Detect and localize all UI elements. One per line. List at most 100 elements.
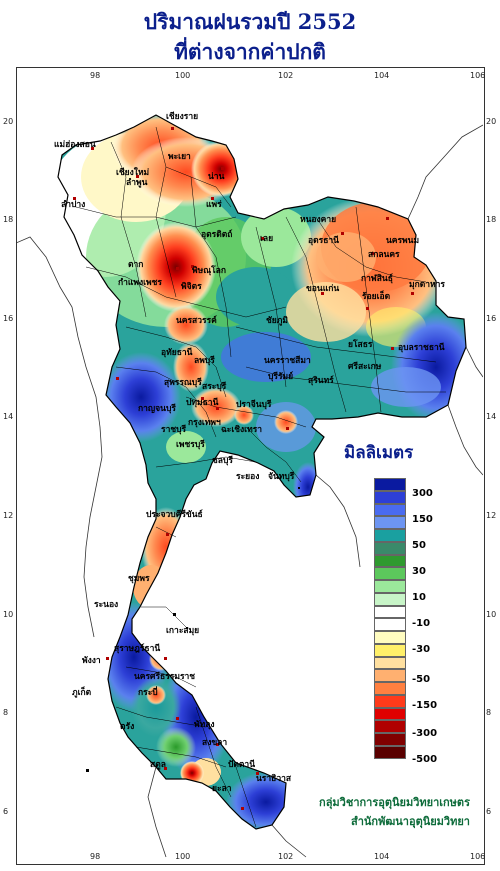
legend-swatch [374, 592, 406, 606]
legend-label: -10 [412, 618, 431, 629]
legend-swatch [374, 554, 406, 568]
legend-swatch [374, 656, 406, 670]
place-label: สกลนคร [368, 250, 400, 260]
place-label: ปราจีนบุรี [236, 399, 272, 410]
legend-label: -150 [412, 700, 438, 711]
neighbour-borders [16, 124, 483, 858]
place-label: พัทลุง [194, 719, 215, 730]
legend-colorbar [374, 478, 406, 759]
lat-tick-label: 18 [486, 215, 497, 224]
place-label: ยโสธร [348, 339, 373, 350]
legend-swatch [374, 567, 406, 580]
legend-swatch [374, 490, 406, 504]
legend-swatch [374, 605, 406, 619]
place-label: เพชรบุรี [176, 439, 205, 450]
map-subtitle: ที่ต่างจากค่าปกติ [174, 39, 326, 64]
lon-tick-label: 104 [374, 852, 390, 861]
place-label: ร้อยเอ็ด [362, 289, 391, 302]
credit-line-1: กลุ่มวิชาการอุตุนิยมวิทยาเกษตร [319, 796, 470, 809]
legend-label: -50 [412, 674, 431, 685]
legend-label: 30 [412, 566, 426, 577]
legend-label: -500 [412, 754, 438, 765]
credit-line-2: สำนักพัฒนาอุตุนิยมวิทยา [351, 815, 470, 828]
legend-title: มิลลิเมตร [344, 443, 414, 463]
place-label: สระบุรี [202, 381, 227, 392]
legend-label: 50 [412, 540, 426, 551]
legend-swatch [374, 745, 406, 759]
thailand-outline [57, 114, 467, 830]
lon-tick-label: 98 [90, 852, 101, 861]
lat-tick-label: 16 [486, 314, 497, 323]
place-label: พิษณุโลก [192, 265, 226, 276]
place-label: สุราษฎร์ธานี [114, 643, 160, 654]
legend-swatch [374, 503, 406, 517]
place-label: ลำพูน [126, 177, 148, 188]
place-label: อุดรธานี [308, 235, 339, 246]
place-label: เกาะสมุย [166, 626, 199, 636]
lat-tick-label: 18 [3, 215, 14, 224]
lon-tick-label: 106 [470, 71, 486, 80]
place-label: นครพนม [386, 236, 419, 246]
rainfall-map: เชียงราย แม่ฮ่องสอน พะเยา เชียงใหม่ น่าน… [16, 111, 483, 858]
place-label: พังงา [82, 655, 101, 666]
place-label: มุกดาหาร [409, 280, 445, 290]
place-label: กำแพงเพชร [118, 277, 162, 288]
legend-swatch [374, 682, 406, 695]
place-label: พิจิตร [181, 281, 202, 292]
place-label: จันทบุรี [268, 471, 295, 482]
province-boundaries [75, 126, 446, 828]
map-title: ปริมาณฝนรวมปี 2552 [143, 9, 357, 34]
lat-tick-label: 14 [3, 412, 14, 421]
lon-tick-label: 102 [278, 71, 294, 80]
place-label: ชุมพร [128, 574, 150, 584]
legend-label: 10 [412, 592, 426, 603]
legend-label: -30 [412, 644, 431, 655]
place-label: ฉะเชิงเทรา [221, 424, 262, 435]
place-label: สงขลา [202, 738, 227, 748]
lon-tick-label: 106 [470, 852, 486, 861]
place-label: ประจวบคีรีขันธ์ [146, 509, 203, 520]
legend-swatch [374, 694, 406, 708]
lat-tick-label: 20 [486, 117, 497, 126]
place-label: กระบี่ [138, 685, 158, 698]
place-label: สตูล [150, 760, 166, 770]
islands [86, 487, 300, 772]
lon-tick-label: 102 [278, 852, 294, 861]
place-label: ตรัง [120, 721, 134, 732]
place-label: เชียงราย [166, 111, 198, 122]
lat-tick-label: 14 [486, 412, 497, 421]
lat-tick-label: 8 [486, 708, 492, 717]
place-label: อุบลราชธานี [398, 342, 445, 353]
legend-swatch [374, 707, 406, 721]
place-label: ระยอง [236, 472, 259, 482]
place-label: น่าน [208, 171, 225, 182]
place-label: ปัตตานี [228, 759, 255, 770]
legend-swatch [374, 478, 406, 491]
place-label: แพร่ [206, 199, 222, 210]
place-label: กาฬสินธุ์ [361, 273, 393, 284]
place-label: อุทัยธานี [161, 347, 193, 358]
place-label: ปทุมธานี [186, 397, 219, 408]
place-label: นครศรีธรรมราช [134, 671, 195, 682]
place-label: อุตรดิตถ์ [201, 229, 232, 240]
legend-swatch [374, 631, 406, 644]
place-label: สุพรรณบุรี [164, 377, 202, 388]
place-label: ชัยภูมิ [266, 315, 288, 326]
place-label: ระนอง [94, 600, 118, 610]
place-label: ภูเก็ต [72, 685, 92, 698]
legend-swatch [374, 580, 406, 593]
place-label: แม่ฮ่องสอน [54, 139, 96, 150]
legend-label: -300 [412, 728, 438, 739]
lat-tick-label: 12 [3, 511, 14, 520]
place-label: ราชบุรี [161, 424, 187, 435]
legend-swatch [374, 669, 406, 682]
lon-tick-label: 98 [90, 71, 101, 80]
lat-tick-label: 6 [3, 807, 9, 816]
legend-swatch [374, 529, 406, 542]
place-label: กาญจนบุรี [138, 403, 176, 414]
place-label: บุรีรัมย์ [268, 371, 293, 382]
lat-tick-label: 10 [486, 610, 497, 619]
lat-tick-label: 6 [486, 807, 492, 816]
place-label: ศรีสะเกษ [348, 361, 382, 372]
legend-swatch [374, 618, 406, 631]
